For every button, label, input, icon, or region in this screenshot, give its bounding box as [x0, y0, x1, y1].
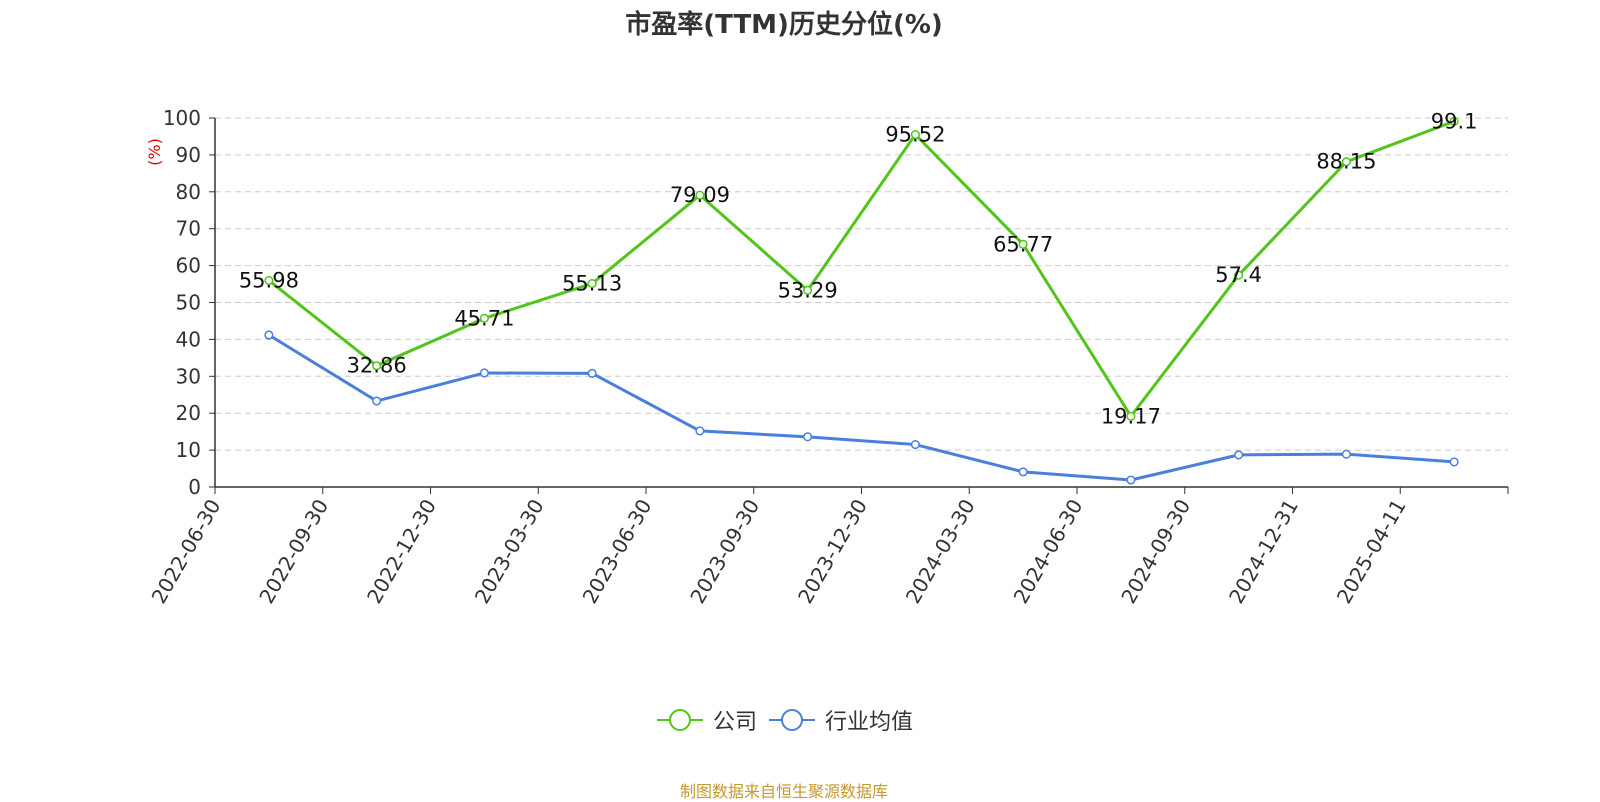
x-tick-label: 2024-06-30: [1008, 495, 1087, 608]
data-point: [479, 313, 489, 323]
chart-title: 市盈率(TTM)历史分位(%): [625, 10, 943, 40]
x-tick-label: 2024-12-31: [1224, 495, 1303, 608]
data-point: [803, 285, 813, 295]
data-label: 32.86: [347, 354, 407, 378]
gridlines: [215, 117, 1508, 451]
data-point: [587, 279, 597, 289]
data-point: [910, 440, 920, 450]
legend: 公司 行业均值: [0, 704, 1568, 736]
series-lines: [264, 116, 1459, 485]
x-tick-label: 2023-12-30: [793, 495, 872, 608]
y-axis-label: (%): [145, 138, 164, 166]
data-point: [1341, 157, 1351, 167]
y-tick-label: 40: [176, 327, 201, 351]
data-label: 45.71: [454, 306, 514, 330]
legend-label: 公司: [712, 710, 757, 735]
data-point: [1341, 449, 1351, 459]
data-label: 19.17: [1101, 404, 1161, 428]
data-point: [479, 368, 489, 378]
data-point: [264, 275, 274, 285]
data-point: [264, 330, 274, 340]
data-label: 95.52: [885, 123, 945, 147]
data-point: [803, 432, 813, 442]
y-tick-label: 10: [176, 438, 201, 462]
data-point: [1234, 450, 1244, 460]
data-label: 65.77: [993, 232, 1053, 256]
y-tick-label: 60: [176, 254, 201, 278]
data-point: [1449, 457, 1459, 467]
data-label: 99.1: [1431, 109, 1478, 133]
data-point: [695, 190, 705, 200]
y-tick-label: 70: [176, 217, 201, 241]
data-label: 55.13: [562, 272, 622, 296]
y-tick-label: 80: [176, 180, 201, 204]
series-line: [267, 119, 1455, 418]
x-tick-label: 2025-04-11: [1332, 495, 1411, 608]
y-tick-label: 20: [176, 401, 201, 425]
legend-line-marker-icon: [656, 709, 703, 731]
data-point: [1126, 411, 1136, 421]
data-label: 53.29: [778, 278, 838, 302]
legend-item[interactable]: 公司: [655, 704, 757, 736]
y-tick-label: 50: [176, 291, 201, 315]
x-tick-label: 2022-09-30: [254, 495, 333, 608]
legend-item[interactable]: 行业均值: [767, 704, 913, 736]
legend-line-marker-icon: [769, 709, 815, 731]
line-chart: 0 10 20 30 40 50 60 70 80 90 100 2022-06-30 2022-09-…: [145, 106, 1509, 608]
data-point: [1449, 116, 1459, 126]
data-point: [1018, 239, 1028, 249]
x-tick-label: 2022-06-30: [146, 495, 225, 608]
x-tick-label: 2023-06-30: [577, 495, 656, 608]
data-point: [1126, 475, 1136, 485]
x-tick-label: 2024-03-30: [901, 495, 980, 608]
x-tick-label: 2023-03-30: [470, 495, 549, 608]
data-point: [372, 361, 382, 371]
x-tick-label: 2022-12-30: [362, 495, 441, 608]
data-point: [695, 426, 705, 436]
y-tick-label: 100: [163, 106, 201, 130]
data-point: [372, 396, 382, 406]
data-point: [910, 129, 920, 140]
data-point: [1234, 270, 1244, 280]
y-tick-label: 90: [176, 143, 201, 167]
data-label: 57.4: [1215, 263, 1262, 287]
x-tick-label: 2024-09-30: [1116, 495, 1195, 608]
x-tick-label: 2023-09-30: [685, 495, 764, 608]
source-note: 制图数据来自恒生聚源数据库: [679, 782, 888, 801]
legend-label: 行业均值: [825, 710, 914, 735]
data-label: 79.09: [670, 183, 730, 207]
y-tick-label: 30: [176, 364, 201, 388]
data-label: 88.15: [1316, 150, 1376, 174]
data-point: [587, 368, 597, 378]
data-labels: 55.98 32.86 45.71 55.13 79.09 53.29 95.52 65.77…: [239, 109, 1478, 428]
data-point: [1018, 467, 1028, 477]
series-line: [268, 333, 1455, 482]
y-tick-label: 0: [188, 475, 201, 499]
data-label: 55.98: [239, 268, 299, 292]
